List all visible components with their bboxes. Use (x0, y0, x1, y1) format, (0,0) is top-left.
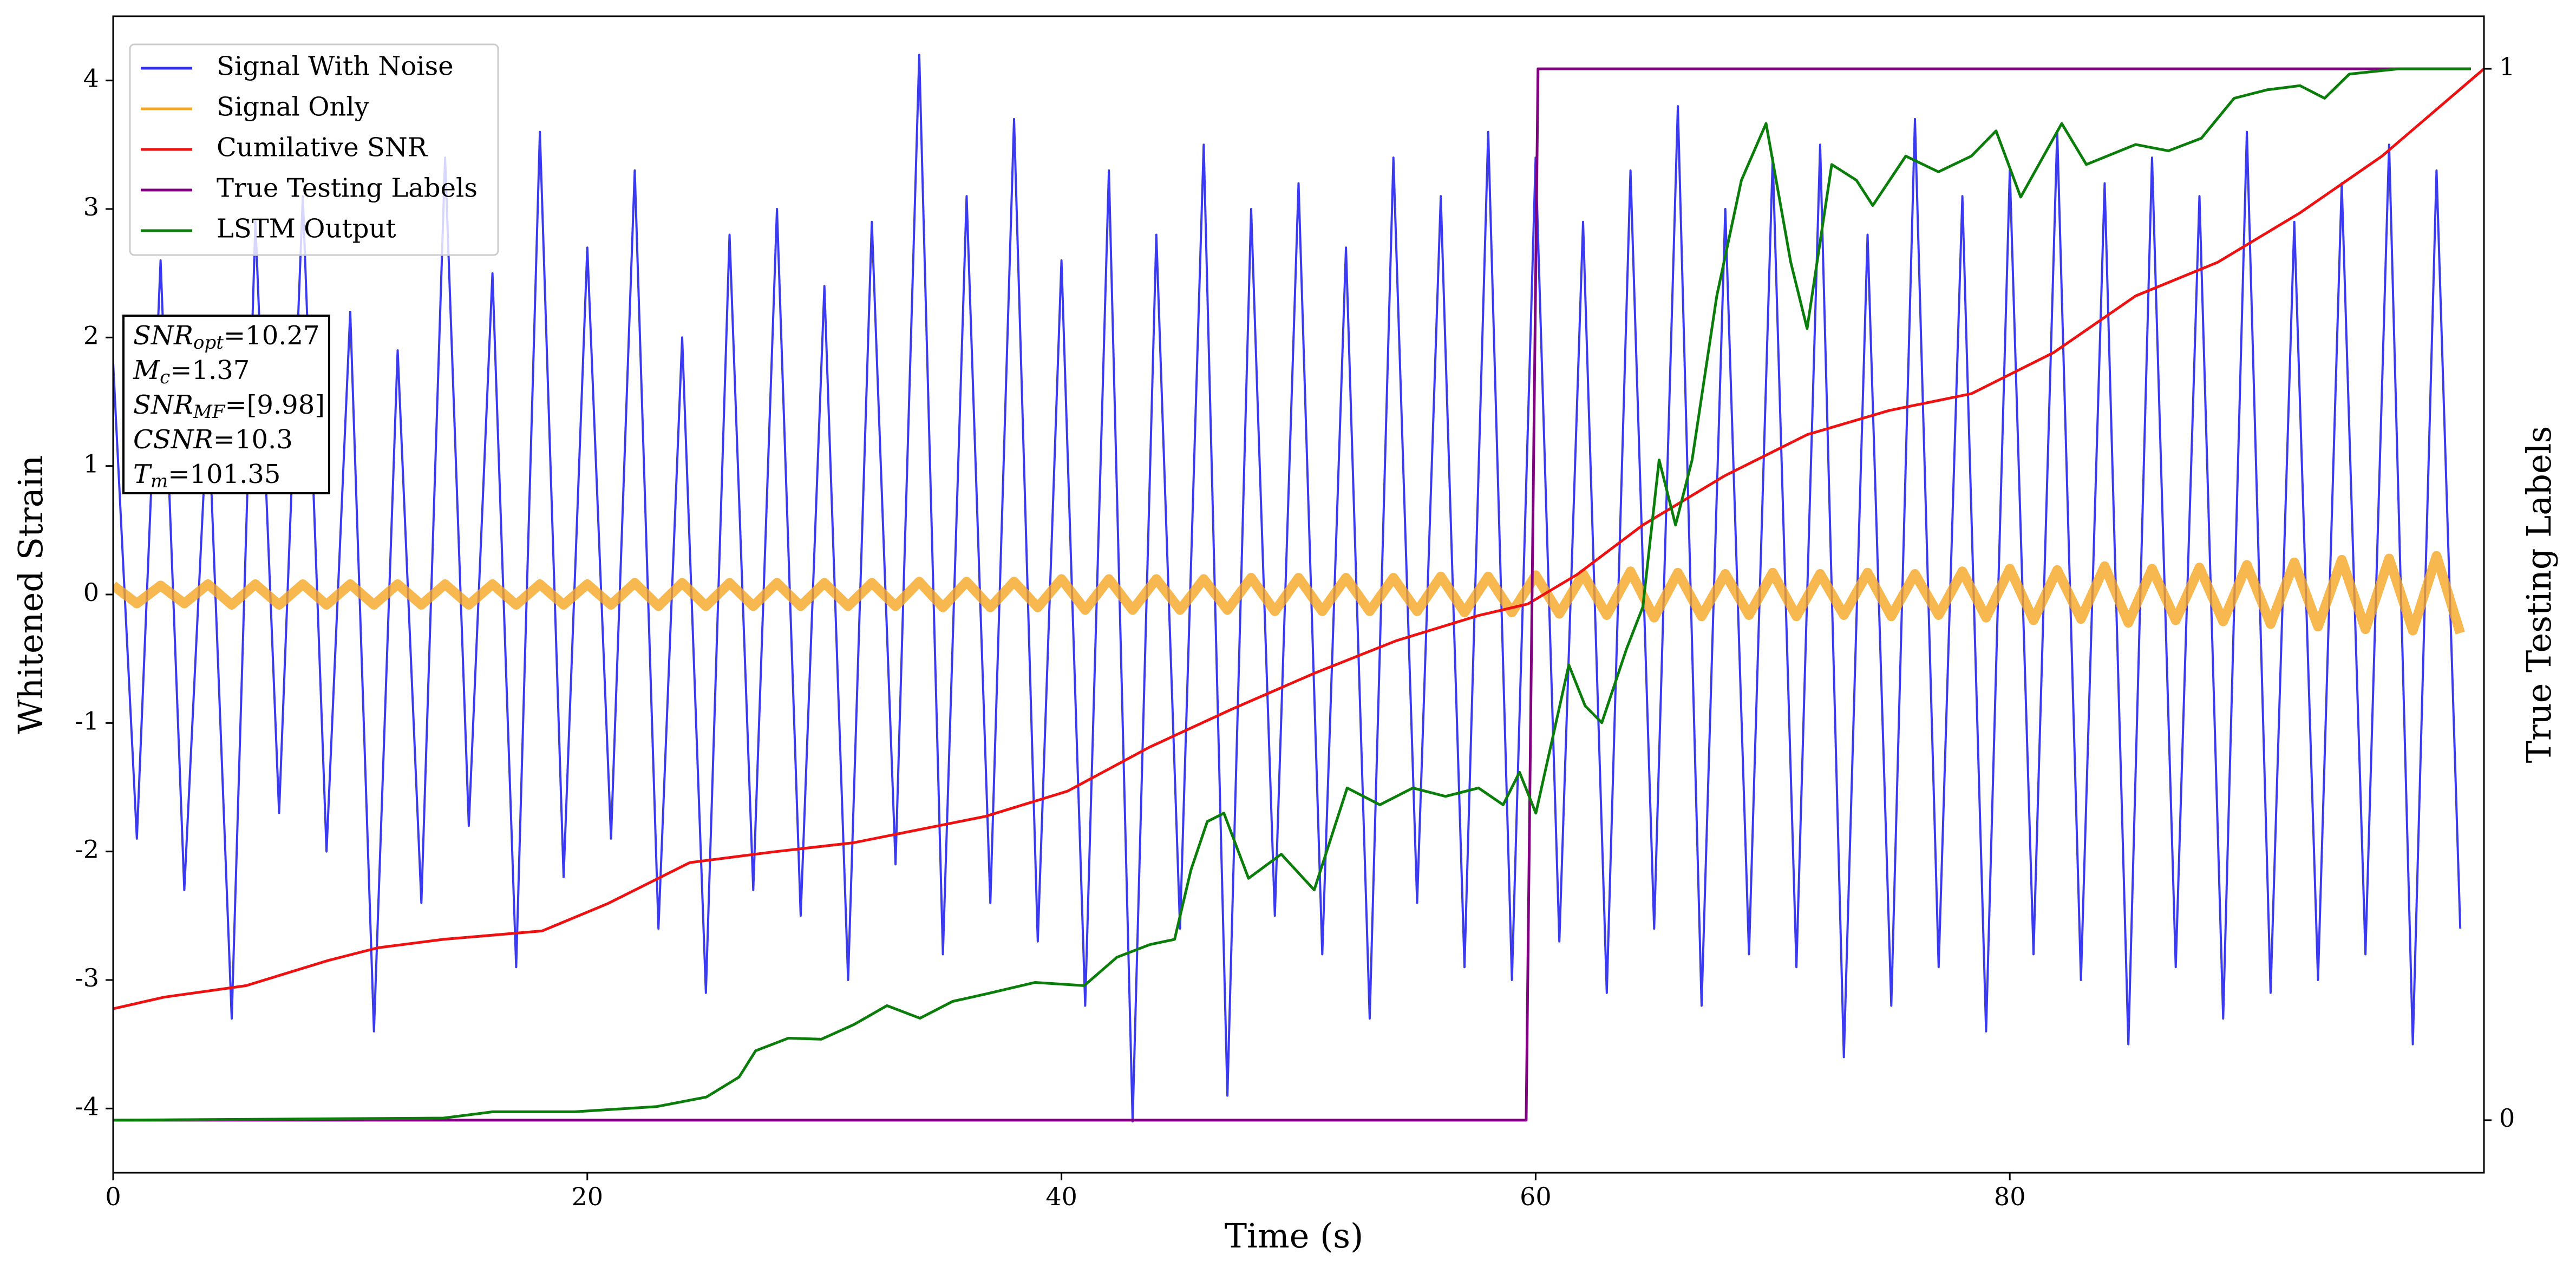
annotation-symbol: T (133, 459, 152, 489)
y-tick-label: -4 (75, 1092, 99, 1121)
legend-label: Signal Only (217, 92, 369, 122)
x-tick-label: 60 (1520, 1182, 1552, 1211)
legend-label: Signal With Noise (217, 51, 454, 82)
y2-axis-label: True Testing Labels (2519, 426, 2559, 763)
y-tick-label: -2 (75, 835, 99, 864)
legend-box (129, 43, 499, 256)
legend-label: Cumilative SNR (217, 133, 428, 163)
y2-tick-label: 0 (2499, 1103, 2515, 1133)
annotation-symbol: CSNR (133, 424, 213, 455)
annotation-sub: opt (193, 332, 224, 354)
x-tick-label: 40 (1045, 1182, 1077, 1211)
series-line (113, 54, 2462, 1123)
annotation-line: SNRopt=10.27 (133, 321, 320, 354)
annotation-line: Mc=1.37 (133, 355, 250, 389)
annotation-line: SNRMF=[9.98] (133, 390, 325, 423)
series-group (113, 54, 2484, 1123)
plot-area (113, 54, 2484, 1123)
annotation-sub: c (160, 367, 170, 388)
series-line (113, 67, 2471, 1122)
y-tick-label: -3 (75, 963, 99, 992)
annotation-sub: MF (193, 401, 226, 423)
annotation-line: Tm=101.35 (133, 459, 280, 493)
y-tick-label: 3 (83, 192, 99, 221)
annotation-line: CSNR=10.3 (133, 424, 293, 455)
y-tick-label: -1 (75, 706, 99, 735)
annotation-symbol: SNR (133, 321, 193, 351)
y-tick-label: 4 (83, 64, 99, 93)
series-line (113, 67, 2471, 1122)
annotation-symbol: M (133, 355, 161, 386)
annotation-text: =10.27 (224, 321, 320, 351)
annotation-box (122, 315, 330, 494)
annotation-sub: m (151, 471, 168, 492)
series-line (113, 68, 2484, 1010)
legend-label: True Testing Labels (217, 173, 478, 204)
x-tick-label: 0 (105, 1182, 121, 1211)
y-tick-label: 0 (83, 578, 99, 607)
annotation-text: =10.3 (213, 424, 293, 455)
series-line (113, 551, 2465, 636)
y-tick-label: 2 (83, 321, 99, 350)
y-tick-label: 1 (83, 449, 99, 479)
x-axis-label: Time (s) (1225, 1216, 1364, 1256)
annotation-text: =[9.98] (225, 390, 325, 420)
annotation-symbol: SNR (133, 390, 193, 420)
x-tick-label: 20 (572, 1182, 604, 1211)
x-tick-label: 80 (1994, 1182, 2026, 1211)
y2-tick-label: 1 (2499, 52, 2515, 81)
annotation-text: =1.37 (170, 355, 250, 386)
legend-label: LSTM Output (217, 214, 396, 244)
annotation-text: =101.35 (168, 459, 280, 489)
y-axis-label: Whitened Strain (11, 455, 50, 734)
